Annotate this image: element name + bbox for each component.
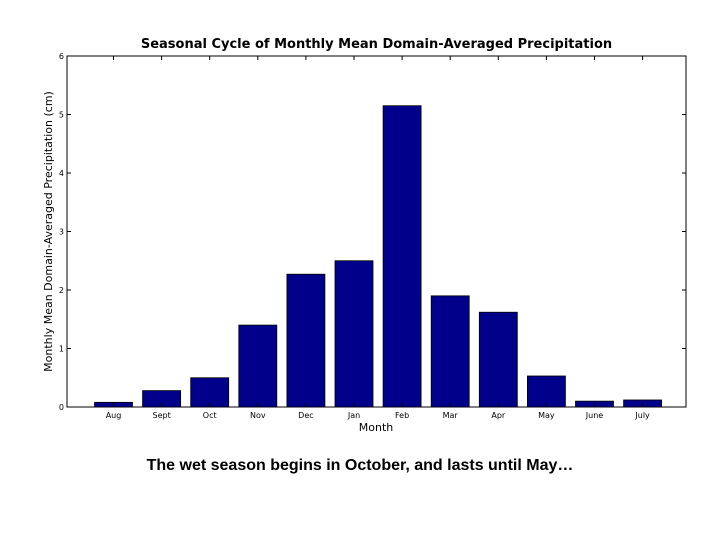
bar-feb xyxy=(382,105,422,408)
y-tick-label: 4 xyxy=(59,169,64,178)
bar-apr xyxy=(478,311,518,408)
bar-nov xyxy=(238,324,278,408)
bars-group xyxy=(94,105,662,408)
x-tick-label-oct: Oct xyxy=(203,411,217,420)
bar-dec xyxy=(286,273,326,408)
x-axis-label: Month xyxy=(359,421,394,434)
y-tick-label: 1 xyxy=(59,345,64,354)
x-tick-label-nov: Nov xyxy=(250,411,266,420)
x-tick-label-jan: Jan xyxy=(347,411,360,420)
x-tick-label-apr: Apr xyxy=(491,411,506,420)
slide-caption: The wet season begins in October, and la… xyxy=(146,457,574,474)
y-tick-label: 2 xyxy=(59,286,64,295)
x-tick-label-may: May xyxy=(538,411,555,420)
y-tick-label: 6 xyxy=(59,52,64,61)
y-axis-ticks: 0 1 2 3 4 5 6 xyxy=(59,52,686,412)
plot-area-frame xyxy=(66,55,687,408)
x-tick-label-feb: Feb xyxy=(395,411,409,420)
x-tick-label-sept: Sept xyxy=(152,411,170,420)
y-axis-label: Monthly Mean Domain-Averaged Precipitati… xyxy=(42,91,55,372)
x-tick-label-july: July xyxy=(634,411,650,420)
x-tick-label-dec: Dec xyxy=(298,411,313,420)
y-tick-label: 5 xyxy=(59,111,64,120)
bar-oct xyxy=(190,377,230,408)
bar-mar xyxy=(430,295,470,408)
bar-may xyxy=(527,375,566,408)
bar-jan xyxy=(334,260,374,408)
x-axis-ticks: Aug Sept Oct Nov Dec Jan Feb Mar Apr May June July xyxy=(106,56,650,420)
chart-title: Seasonal Cycle of Monthly Mean Domain-Av… xyxy=(141,37,612,52)
x-tick-label-june: June xyxy=(585,411,604,420)
x-tick-label-mar: Mar xyxy=(443,411,459,420)
x-tick-label-aug: Aug xyxy=(106,411,122,420)
y-tick-label: 0 xyxy=(59,403,64,412)
y-tick-label: 3 xyxy=(59,228,64,237)
